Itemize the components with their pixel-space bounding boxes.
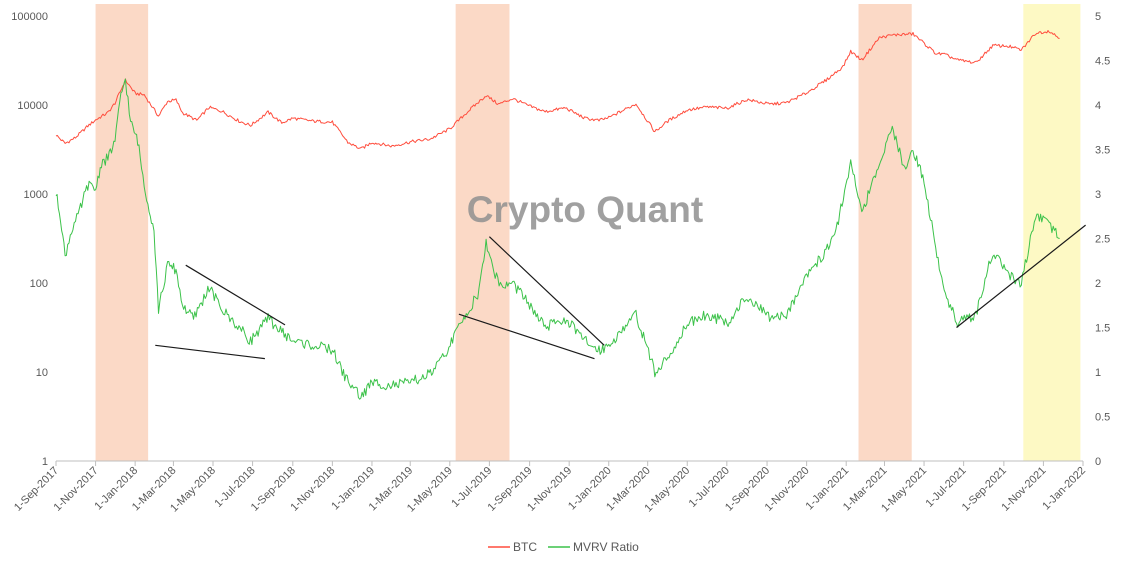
- y-right-tick-label: 4: [1095, 100, 1101, 112]
- y-right-tick-label: 3.5: [1095, 145, 1110, 157]
- y-right-tick-label: 1.5: [1095, 323, 1110, 335]
- trend-line: [458, 313, 595, 360]
- y-left-tick-label: 10: [36, 367, 48, 379]
- y-left-tick-label: 1: [42, 456, 48, 468]
- watermark: Crypto Quant: [467, 189, 703, 230]
- y-right-tick-label: 2: [1095, 278, 1101, 290]
- y-right-tick-label: 5: [1095, 11, 1101, 23]
- series-line-mvrv: [55, 78, 1060, 400]
- trend-lines: [155, 224, 1086, 360]
- y-left-tick-label: 10000: [17, 100, 48, 112]
- trend-line: [488, 236, 605, 346]
- y-right-tick-label: 0.5: [1095, 412, 1110, 424]
- y-right-tick-label: 0: [1095, 456, 1101, 468]
- highlight-band: [858, 4, 912, 461]
- y-right-tick-label: 3: [1095, 189, 1101, 201]
- y-right-tick-label: 1: [1095, 367, 1101, 379]
- y-left-tick-label: 100000: [11, 11, 48, 23]
- trend-line: [155, 344, 265, 360]
- series-line-btc: [55, 30, 1060, 149]
- y-right-tick-label: 2.5: [1095, 234, 1110, 246]
- legend-label: BTC: [513, 540, 537, 554]
- trend-line: [185, 264, 286, 326]
- highlight-band: [455, 4, 510, 461]
- highlight-bands: [95, 4, 1081, 461]
- trend-line: [956, 224, 1086, 328]
- series-lines: [55, 30, 1060, 400]
- legend: BTC MVRV Ratio: [488, 540, 639, 554]
- x-tick-label: 1-Jan-2022: [1040, 465, 1088, 513]
- highlight-band: [95, 4, 149, 461]
- y-left-tick-label: 1000: [24, 189, 48, 201]
- y-right-tick-label: 4.5: [1095, 56, 1110, 68]
- y-left-tick-label: 100: [30, 278, 48, 290]
- legend-label: MVRV Ratio: [573, 540, 639, 554]
- axes: 1-Sep-20171-Nov-20171-Jan-20181-Mar-2018…: [11, 11, 1110, 515]
